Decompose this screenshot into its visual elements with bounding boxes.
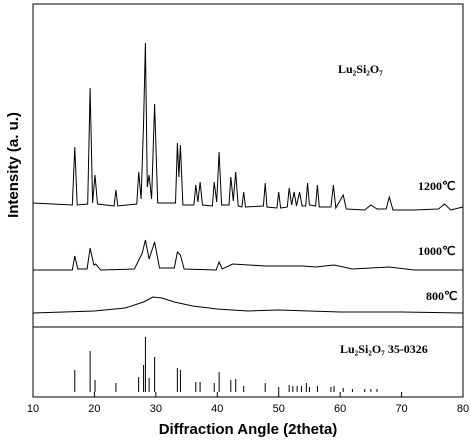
x-tick-label: 10 [27, 403, 39, 415]
xrd-curve [32, 296, 464, 314]
reference-label: Lu₂Si₂O₇ 35-0326 [340, 342, 428, 356]
x-axis-label: Diffraction Angle (2theta) [159, 421, 338, 438]
y-axis-label: Intensity (a. u.) [5, 112, 22, 218]
annotation: Lu₂Si₂O₇ [338, 62, 383, 76]
x-tick-label: 60 [334, 403, 346, 415]
plot-frame [32, 3, 464, 398]
x-tick-label: 20 [88, 403, 100, 415]
x-tick-label: 70 [395, 403, 407, 415]
x-tick-label: 40 [211, 403, 223, 415]
xrd-curve [33, 239, 463, 271]
series-label: 800℃ [426, 289, 457, 303]
x-tick-label: 50 [273, 403, 285, 415]
series-label: 1000℃ [418, 244, 455, 258]
x-tick-label: 80 [457, 403, 469, 415]
xrd-curve [32, 42, 464, 211]
series-label: 1200℃ [418, 179, 455, 193]
x-tick-label: 30 [150, 403, 162, 415]
